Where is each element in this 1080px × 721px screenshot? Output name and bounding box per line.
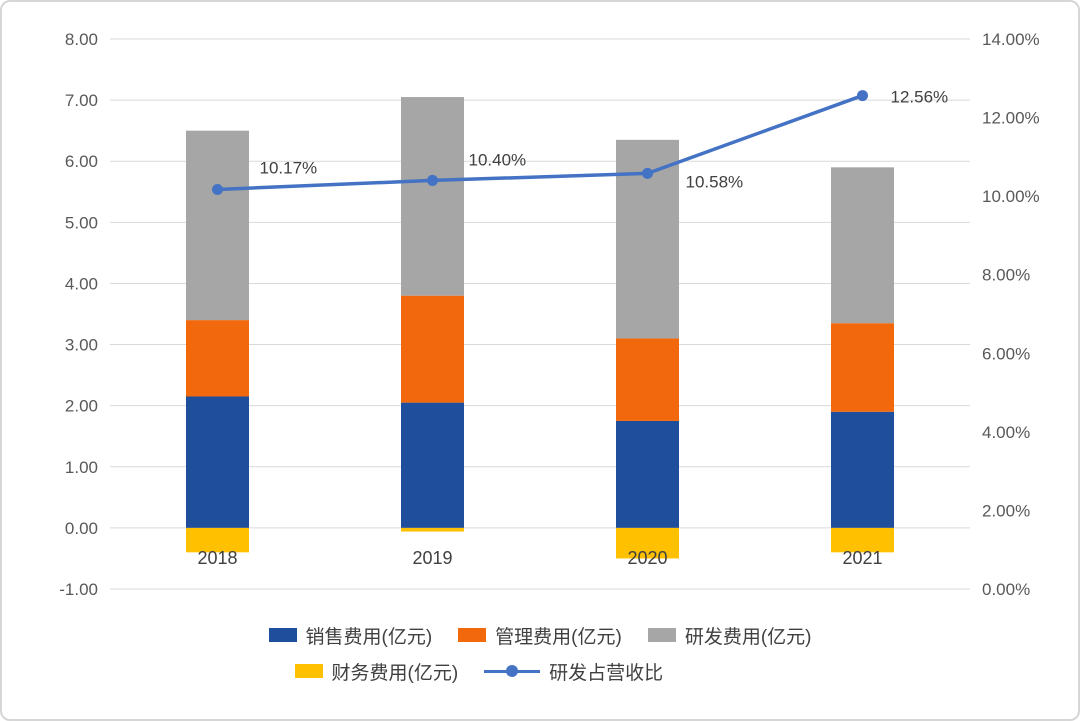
legend-label: 销售费用(亿元) (305, 626, 433, 648)
x-axis-label: 2020 (627, 548, 667, 568)
line-series (217, 93, 864, 192)
left-axis-tick-label: 6.00 (65, 152, 98, 171)
line-data-label: 10.40% (469, 150, 527, 169)
line-data-label: 12.56% (891, 88, 949, 107)
legend-item-admin-expense: 管理费用(亿元) (458, 622, 622, 649)
line-marker-icon (484, 665, 541, 677)
combo-chart: 8.00 7.00 6.00 5.00 4.00 3.00 2.00 1.00 0.00 -1.0… (59, 30, 1040, 599)
bar-segment (831, 411, 894, 528)
left-axis-tick-label: 4.00 (65, 274, 98, 293)
bar-segment (831, 527, 894, 553)
x-axis-label: 2019 (412, 548, 452, 568)
line-marker-dot-icon (506, 665, 519, 677)
series-color-swatch (268, 628, 297, 642)
legend-label: 管理费用(亿元) (495, 626, 622, 648)
bar-segment (186, 396, 249, 528)
bar-segment (401, 295, 464, 403)
line-data-label: 10.58% (686, 172, 744, 191)
left-axis-tick-label: 7.00 (65, 91, 98, 110)
chart-legend: 销售费用(亿元) 管理费用(亿元) 研发费用(亿元) 财务费用(亿元) 研发占营… (268, 622, 812, 685)
legend-row-1: 销售费用(亿元) 管理费用(亿元) 研发费用(亿元) (268, 622, 812, 649)
line-point (857, 90, 868, 102)
left-axis-tick-label: 0.00 (65, 519, 98, 538)
legend-label: 研发费用(亿元) (684, 626, 812, 648)
bar-segment (186, 527, 249, 553)
bar-segment (831, 167, 894, 324)
bar-segment (186, 130, 249, 321)
right-axis-tick-label: 12.00% (982, 109, 1040, 128)
line-point (642, 167, 653, 179)
line-point (212, 183, 223, 195)
x-axis-label: 2021 (842, 548, 882, 568)
right-axis-tick-label: 14.00% (982, 30, 1040, 49)
right-axis-tick-label: 6.00% (982, 344, 1030, 363)
line-point (427, 174, 438, 186)
right-axis-tick-label: 2.00% (982, 501, 1030, 520)
bar-segment (616, 420, 679, 528)
x-axis-label: 2018 (197, 548, 237, 568)
series-color-swatch (647, 628, 676, 642)
left-axis-tick-label: -1.00 (59, 580, 98, 599)
left-axis-tick-label: 2.00 (65, 397, 98, 416)
bar-segment (401, 97, 464, 296)
bar-segment (401, 402, 464, 528)
right-axis-tick-label: 0.00% (982, 580, 1030, 599)
legend-item-sales-expense: 销售费用(亿元) (268, 622, 433, 649)
bar-segment (186, 320, 249, 397)
legend-label: 财务费用(亿元) (331, 662, 459, 684)
left-axis-tick-label: 3.00 (65, 336, 98, 355)
right-axis-tick-label: 10.00% (982, 187, 1040, 206)
bar-segment (401, 527, 464, 532)
right-axis-tick-label: 8.00% (982, 266, 1030, 285)
legend-row-2: 财务费用(亿元) 研发占营收比 (294, 658, 812, 685)
left-axis-tick-label: 5.00 (65, 213, 98, 232)
bar-segment (616, 527, 679, 559)
series-color-swatch (458, 628, 487, 642)
legend-item-rnd-revenue-ratio: 研发占营收比 (484, 658, 663, 685)
right-axis-tick-label: 4.00% (982, 423, 1030, 442)
legend-item-finance-expense: 财务费用(亿元) (294, 658, 459, 685)
bar-segment (831, 323, 894, 412)
left-axis-tick-label: 1.00 (65, 458, 98, 477)
legend-label: 研发占营收比 (549, 662, 664, 684)
line-data-label: 10.17% (260, 158, 318, 177)
left-axis-tick-label: 8.00 (65, 30, 98, 49)
legend-item-rnd-expense: 研发费用(亿元) (647, 622, 812, 649)
series-color-swatch (294, 664, 323, 678)
bar-segment (616, 338, 679, 421)
